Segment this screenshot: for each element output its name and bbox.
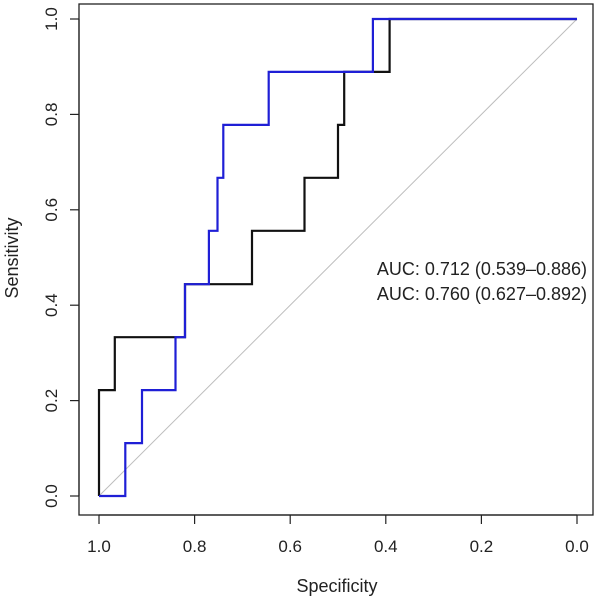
x-tick-label: 0.6 xyxy=(278,537,302,556)
series-layer xyxy=(97,17,577,498)
y-tick-label: 0.8 xyxy=(42,103,61,127)
y-axis-title: Sensitivity xyxy=(2,217,22,298)
y-tick-label: 0.2 xyxy=(42,389,61,413)
y-tick-label: 0.6 xyxy=(42,198,61,222)
y-tick-label: 0.0 xyxy=(42,484,61,508)
y-tick-label: 1.0 xyxy=(42,7,61,31)
x-tick-label: 0.2 xyxy=(470,537,494,556)
x-tick-label: 0.4 xyxy=(374,537,398,556)
reference-diagonal-line xyxy=(98,18,578,497)
x-tick-label: 0.0 xyxy=(565,537,589,556)
x-tick-label: 0.8 xyxy=(183,537,207,556)
x-tick-label: 1.0 xyxy=(87,537,111,556)
roc-curve-series-1 xyxy=(99,17,577,498)
y-axis: 0.0 0.2 0.4 0.6 0.8 1.0 xyxy=(42,7,80,508)
auc-annotation-blue: AUC: 0.760 (0.627–0.892) xyxy=(377,284,587,304)
auc-annotation-black: AUC: 0.712 (0.539–0.886) xyxy=(377,259,587,279)
x-axis-title: Specificity xyxy=(296,576,377,596)
x-axis: 1.0 0.8 0.6 0.4 0.2 0.0 xyxy=(87,514,589,556)
y-tick-label: 0.4 xyxy=(42,293,61,317)
